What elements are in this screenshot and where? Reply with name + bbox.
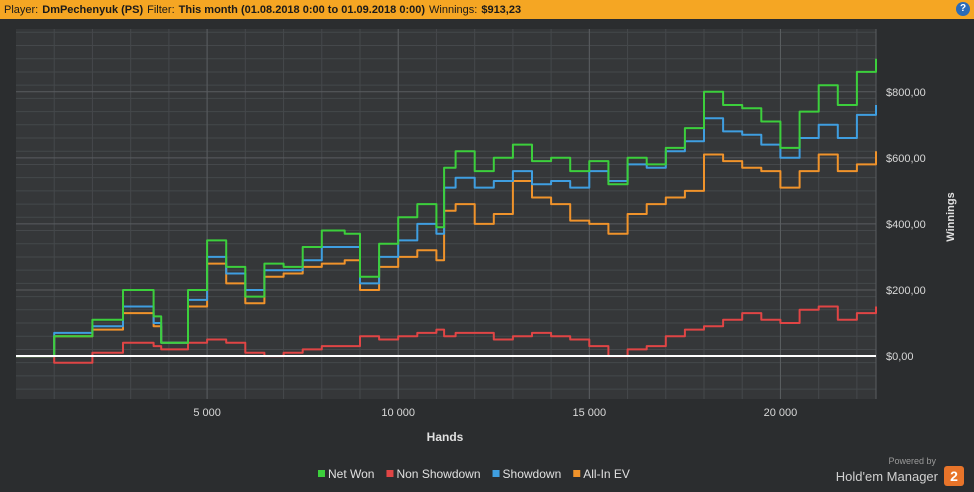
chart-lines <box>16 58 877 364</box>
player-label: Player: <box>4 3 39 16</box>
legend-swatch <box>492 470 500 477</box>
legend-swatch <box>386 470 394 477</box>
filter-label: Filter: <box>147 3 175 16</box>
x-axis-title: Hands <box>427 430 464 444</box>
series-line-net-won <box>16 58 877 358</box>
y-axis-ticks: $0,00 $200,00 $400,00 $600,00 $800,00 <box>886 87 926 363</box>
legend-swatch <box>318 470 325 477</box>
chart-grid <box>16 29 877 399</box>
hm2-logo-icon: 2 <box>944 466 964 486</box>
x-axis-ticks: 5 000 10 000 15 000 20 000 <box>193 407 797 419</box>
y-tick-label: $400,00 <box>886 219 926 231</box>
brand-name: Hold'em Manager <box>835 468 938 484</box>
winnings-value: $913,23 <box>481 3 522 16</box>
brand-block: Powered by Hold'em Manager 2 <box>836 456 964 486</box>
filter-header-bar: Player: DmPechenyuk (PS) Filter: This mo… <box>0 0 974 19</box>
y-axis-title: Winnings <box>945 192 957 241</box>
powered-by-text: Powered by <box>888 456 936 466</box>
series-line-non-showdown <box>16 305 877 364</box>
legend-label: Showdown <box>503 467 562 481</box>
chart-legend: Net Won Non Showdown Showdown All-In EV <box>318 467 630 481</box>
plot-area <box>16 29 876 399</box>
x-tick-label: 20 000 <box>764 407 798 419</box>
y-tick-label: $0,00 <box>886 351 914 363</box>
series-line-all-in-ev <box>16 151 877 358</box>
x-tick-label: 10 000 <box>381 407 415 419</box>
legend-label: All-In EV <box>583 467 630 481</box>
x-tick-label: 5 000 <box>193 407 221 419</box>
x-tick-label: 15 000 <box>573 407 607 419</box>
help-icon[interactable]: ? <box>956 2 970 16</box>
winnings-chart: 5 000 10 000 15 000 20 000 $0,00 $200,00 $400… <box>16 29 957 481</box>
legend-swatch <box>573 470 581 477</box>
winnings-label: Winnings: <box>429 3 478 16</box>
y-tick-label: $600,00 <box>886 153 926 165</box>
player-name: DmPechenyuk (PS) <box>42 3 144 16</box>
legend-label: Net Won <box>328 467 374 481</box>
legend-label: Non Showdown <box>396 467 480 481</box>
filter-value: This month (01.08.2018 0:00 to 01.09.201… <box>178 3 426 16</box>
y-tick-label: $200,00 <box>886 285 926 297</box>
y-tick-label: $800,00 <box>886 87 926 99</box>
